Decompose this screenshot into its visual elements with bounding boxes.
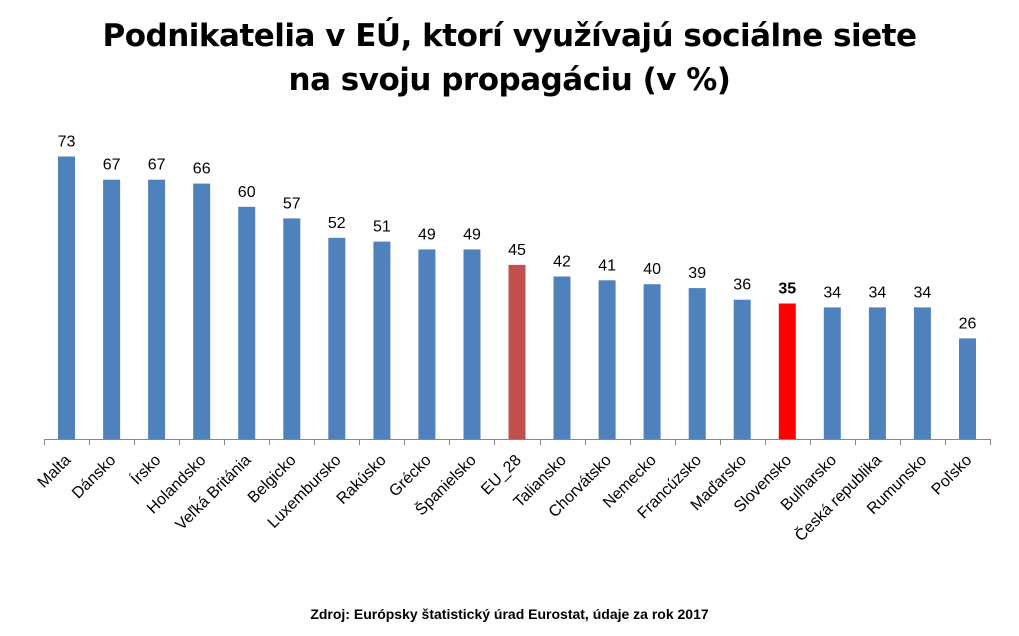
data-label-19: 34	[914, 284, 932, 301]
category-label-1: Dánsko	[69, 452, 119, 502]
data-label-1: 67	[103, 157, 121, 174]
data-label-7: 51	[373, 219, 391, 236]
bar-11	[553, 276, 571, 439]
bar-6	[328, 237, 346, 439]
bar-3	[193, 183, 211, 439]
category-label-0: Malta	[35, 452, 75, 492]
data-label-9: 49	[463, 226, 481, 243]
data-label-6: 52	[328, 215, 346, 232]
bar-16	[778, 303, 796, 439]
data-label-16: 35	[778, 281, 796, 298]
bar-20	[959, 338, 976, 439]
data-label-20: 26	[959, 315, 977, 332]
data-label-8: 49	[418, 226, 436, 243]
bar-19	[913, 307, 931, 439]
bar-10	[508, 264, 526, 440]
data-label-2: 67	[148, 157, 166, 174]
bar-12	[598, 280, 616, 439]
bar-4	[238, 206, 256, 439]
bar-17	[823, 307, 841, 439]
category-label-7: Rakúsko	[334, 452, 390, 508]
bar-7	[373, 241, 391, 439]
bar-5	[283, 218, 301, 439]
data-label-3: 66	[193, 161, 211, 178]
category-label-20: Poľsko	[929, 452, 976, 499]
data-label-13: 40	[643, 261, 661, 278]
bar-2	[148, 179, 166, 439]
chart-title-line-1: Podnikatelia v EÚ, ktorí využívajú sociá…	[102, 18, 918, 54]
bar-chart: 73Malta67Dánsko67Írsko66Holandsko60Veľká…	[35, 134, 991, 545]
bar-18	[868, 307, 886, 439]
bar-1	[103, 179, 121, 439]
bar-9	[463, 249, 481, 439]
source-note: Zdroj: Európsky štatistický úrad Eurosta…	[310, 606, 709, 622]
data-label-15: 36	[733, 277, 751, 294]
data-label-11: 42	[553, 254, 571, 271]
data-label-4: 60	[238, 184, 256, 201]
data-label-0: 73	[58, 134, 76, 151]
data-label-5: 57	[283, 195, 301, 212]
chart-title-line-2: na svoju propagáciu (v %)	[288, 62, 731, 98]
data-label-10: 45	[508, 242, 526, 259]
bar-8	[418, 249, 436, 439]
data-label-14: 39	[688, 265, 706, 282]
bar-15	[733, 299, 751, 439]
data-label-17: 34	[823, 284, 841, 301]
bar-0	[58, 156, 75, 439]
bar-13	[643, 284, 661, 439]
data-label-18: 34	[869, 284, 887, 301]
bar-14	[688, 288, 706, 439]
chart-title: Podnikatelia v EÚ, ktorí využívajú sociá…	[0, 14, 1019, 102]
data-label-12: 41	[598, 257, 616, 274]
category-label-2: Írsko	[126, 450, 164, 488]
